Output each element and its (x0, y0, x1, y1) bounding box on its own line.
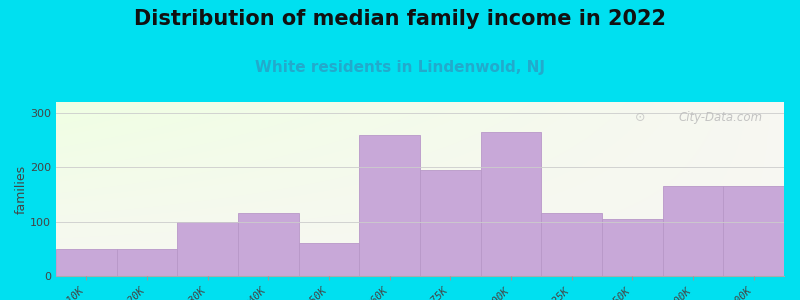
Bar (117, 249, 178, 276)
Bar (178, 222, 238, 276)
Text: White residents in Lindenwold, NJ: White residents in Lindenwold, NJ (255, 60, 545, 75)
Text: Distribution of median family income in 2022: Distribution of median family income in … (134, 9, 666, 29)
Y-axis label: families: families (14, 164, 27, 214)
Bar (602, 219, 662, 276)
Text: City-Data.com: City-Data.com (678, 111, 762, 124)
Bar (298, 243, 359, 276)
Text: ⊙: ⊙ (634, 111, 646, 124)
Bar (481, 132, 542, 276)
Bar (542, 214, 602, 276)
Bar (723, 186, 784, 276)
Bar (359, 135, 420, 276)
Bar (420, 170, 481, 276)
Bar (238, 214, 298, 276)
Bar (56, 249, 117, 276)
Bar (662, 186, 723, 276)
